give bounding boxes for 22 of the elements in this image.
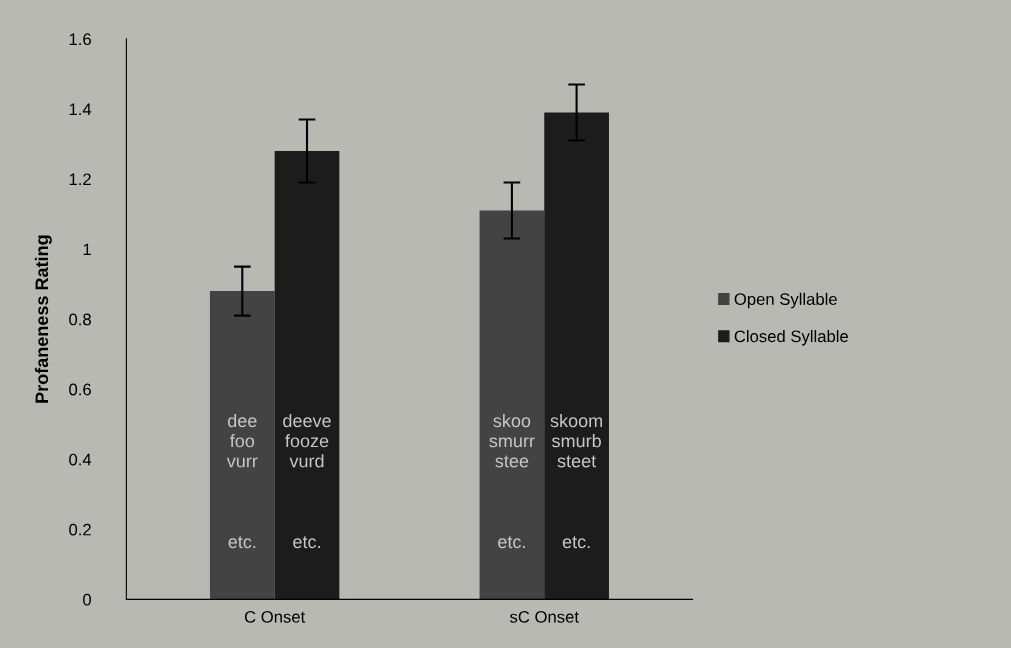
y-tick-label: 1.6 xyxy=(69,33,91,46)
y-tick-label: 0.4 xyxy=(69,453,92,466)
legend-label: Closed Syllable xyxy=(734,329,848,346)
y-tick-label: 1 xyxy=(83,243,91,256)
x-tick-label: C Onset xyxy=(244,610,306,623)
annotation: skoom smurb steet xyxy=(550,413,603,468)
y-tick-label: 1.2 xyxy=(69,173,91,186)
y-tick-label: 1.4 xyxy=(69,103,92,115)
annotation: etc. xyxy=(562,536,590,549)
annotation: deeve fooze vurd xyxy=(283,413,331,468)
legend-label: Open Syllable xyxy=(734,292,837,309)
y-tick-label: 0.2 xyxy=(69,523,91,536)
annotation: skoo smurr stee xyxy=(489,413,535,468)
annotation: etc. xyxy=(228,536,256,549)
annotation: etc. xyxy=(293,536,320,549)
y-tick-label: 0.8 xyxy=(69,313,91,326)
annotation: dee foo vurr xyxy=(226,413,258,468)
y-tick-label: 0 xyxy=(83,593,91,606)
x-tick-label: sC Onset xyxy=(509,610,579,623)
y-tick-label: 0.6 xyxy=(69,383,91,396)
annotation: etc. xyxy=(498,536,525,549)
y-axis-title: Profaneness Rating xyxy=(34,235,52,403)
